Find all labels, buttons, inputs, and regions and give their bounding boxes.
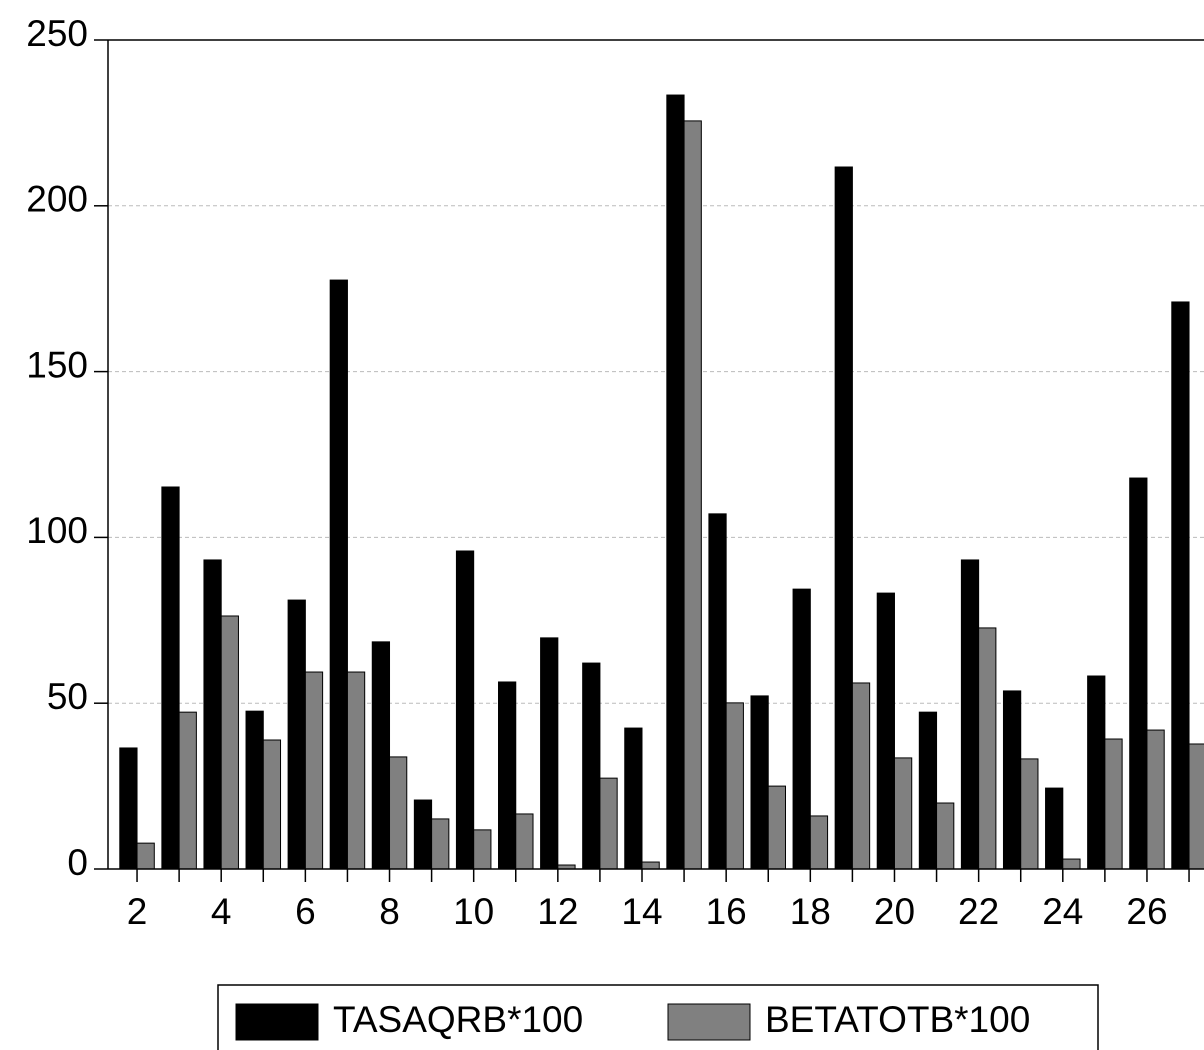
bar	[641, 861, 660, 870]
bar	[1104, 738, 1123, 870]
x-tick-label: 12	[537, 891, 578, 932]
bar	[262, 739, 282, 870]
y-tick-label: 100	[26, 510, 88, 551]
x-tick-label: 26	[1126, 891, 1167, 932]
y-tick-label: 150	[26, 344, 88, 385]
legend-label: BETATOTB*100	[765, 999, 1030, 1040]
bar	[960, 559, 980, 870]
bar	[498, 681, 517, 870]
x-tick-label: 22	[958, 891, 999, 932]
bar	[978, 627, 997, 870]
bar	[136, 842, 155, 870]
bar	[473, 829, 492, 870]
bar	[245, 710, 264, 870]
bar	[683, 120, 702, 870]
bar	[1062, 858, 1081, 870]
bar	[540, 637, 559, 870]
bar	[220, 615, 239, 870]
bar	[1129, 477, 1148, 870]
x-tick-label: 8	[379, 891, 400, 932]
bar	[1087, 675, 1106, 870]
x-tick-label: 18	[790, 891, 831, 932]
legend-swatch	[235, 1003, 319, 1041]
y-tick-label: 0	[67, 842, 88, 883]
bar	[287, 599, 306, 870]
bar	[1020, 758, 1039, 870]
x-tick-label: 20	[874, 891, 915, 932]
x-tick-label: 4	[211, 891, 232, 932]
bar	[792, 588, 811, 870]
bar	[1188, 743, 1204, 870]
bar	[725, 702, 744, 870]
x-tick-label: 2	[127, 891, 148, 932]
legend-label: TASAQRB*100	[333, 999, 583, 1040]
bar	[161, 486, 180, 870]
bar	[809, 815, 829, 870]
x-tick-label: 24	[1042, 891, 1083, 932]
y-tick-label: 50	[47, 676, 88, 717]
y-tick-label: 250	[26, 13, 88, 54]
bar	[1146, 729, 1165, 870]
bar	[851, 682, 871, 870]
bar	[1045, 787, 1064, 870]
bar	[750, 695, 769, 870]
y-tick-label: 200	[26, 179, 88, 220]
bar	[767, 785, 786, 870]
bar	[876, 592, 895, 870]
bar	[178, 711, 197, 870]
legend: TASAQRB*100 BETATOTB*100	[217, 984, 1099, 1050]
bar	[346, 671, 366, 870]
bar	[413, 799, 433, 870]
legend-box	[217, 984, 1099, 1050]
bar	[708, 513, 727, 870]
x-tick-label: 6	[295, 891, 316, 932]
bar	[666, 94, 685, 870]
x-tick-label: 16	[706, 891, 747, 932]
bar	[893, 757, 913, 870]
bar	[371, 641, 391, 870]
bar	[1002, 690, 1022, 870]
bar	[431, 818, 450, 870]
bar	[936, 802, 955, 870]
bar	[582, 662, 601, 870]
bar	[203, 559, 222, 870]
x-tick-label: 14	[621, 891, 662, 932]
bar	[119, 747, 138, 870]
bar	[599, 777, 618, 870]
legend-swatch	[667, 1003, 751, 1041]
bar	[389, 756, 408, 870]
bar	[834, 166, 853, 870]
bar	[515, 813, 534, 870]
bar	[624, 727, 643, 870]
bar	[304, 671, 324, 870]
bar	[918, 711, 938, 870]
bar	[329, 279, 348, 870]
bar	[1171, 301, 1190, 870]
bar	[455, 550, 475, 870]
x-tick-label: 10	[453, 891, 494, 932]
